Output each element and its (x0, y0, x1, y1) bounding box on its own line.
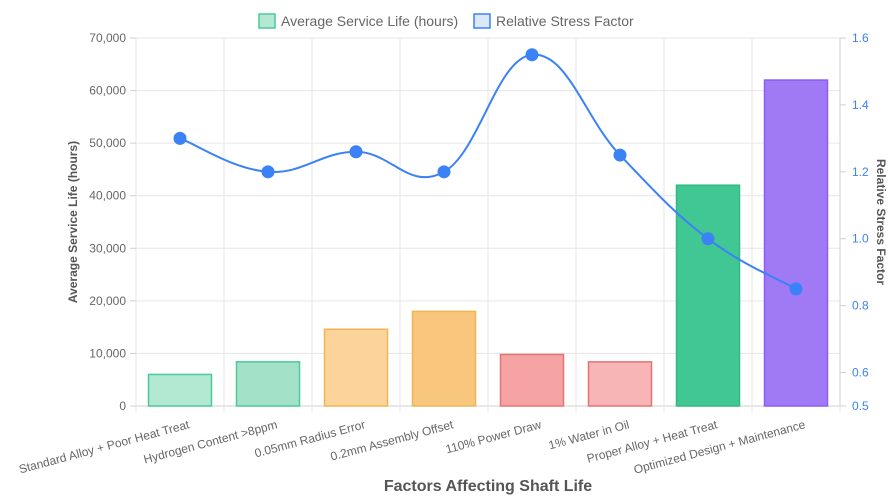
bar (235, 361, 301, 407)
y2-tick-label: 1.2 (852, 165, 869, 179)
stress-point (613, 148, 627, 162)
y-tick-label: 10,000 (89, 346, 126, 360)
y2-tick-label: 1.4 (852, 98, 869, 112)
x-axis: Standard Alloy + Poor Heat TreatHydrogen… (17, 417, 807, 477)
bar (147, 373, 213, 407)
stress-point (525, 48, 539, 62)
y2-tick-label: 0.6 (852, 366, 869, 380)
y-tick-label: 30,000 (89, 241, 126, 255)
y2-tick-label: 0.5 (852, 399, 869, 413)
stress-point (437, 165, 451, 179)
y2-tick-label: 0.8 (852, 299, 869, 313)
legend-swatch-bars (258, 13, 276, 29)
x-axis-title: Factors Affecting Shaft Life (384, 478, 592, 495)
bar (763, 79, 829, 407)
y-tick-label: 40,000 (89, 189, 126, 203)
bar (499, 353, 565, 407)
y-tick-label: 50,000 (89, 136, 126, 150)
legend-item-bars[interactable]: Average Service Life (hours) (258, 13, 458, 29)
legend-swatch-line (473, 13, 491, 29)
stress-line-path (179, 53, 797, 290)
y-tick-label: 60,000 (89, 84, 126, 98)
y-tick-label: 0 (119, 399, 126, 413)
bar (323, 328, 389, 407)
y-axis-right: 0.5 0.6 0.8 1.0 1.2 1.4 1.6 (839, 31, 869, 413)
bar (587, 361, 653, 407)
y-axis-right-title: Relative Stress Factor (874, 159, 888, 285)
stress-point (789, 282, 803, 296)
y-tick-label: 70,000 (89, 31, 126, 45)
legend-label-line: Relative Stress Factor (496, 13, 634, 29)
y2-tick-label: 1.6 (852, 31, 869, 45)
stress-point (701, 232, 715, 246)
bar (411, 310, 477, 407)
bar (675, 184, 741, 407)
legend-label-bars: Average Service Life (hours) (281, 13, 458, 29)
y-axis-left-title: Average Service Life (hours) (66, 141, 80, 303)
legend-item-line[interactable]: Relative Stress Factor (473, 13, 634, 29)
x-tick-label: 110% Power Draw (444, 417, 543, 456)
bars (147, 79, 829, 407)
stress-line (173, 48, 803, 296)
y2-tick-label: 1.0 (852, 232, 869, 246)
stress-point (173, 131, 187, 145)
stress-point (261, 165, 275, 179)
grid (135, 37, 841, 412)
stress-point (349, 145, 363, 159)
legend[interactable]: Average Service Life (hours) Relative St… (258, 13, 634, 29)
y-axis-left: 0 10,000 20,000 30,000 40,000 50,000 60,000 70,… (89, 31, 136, 413)
y-tick-label: 20,000 (89, 294, 126, 308)
